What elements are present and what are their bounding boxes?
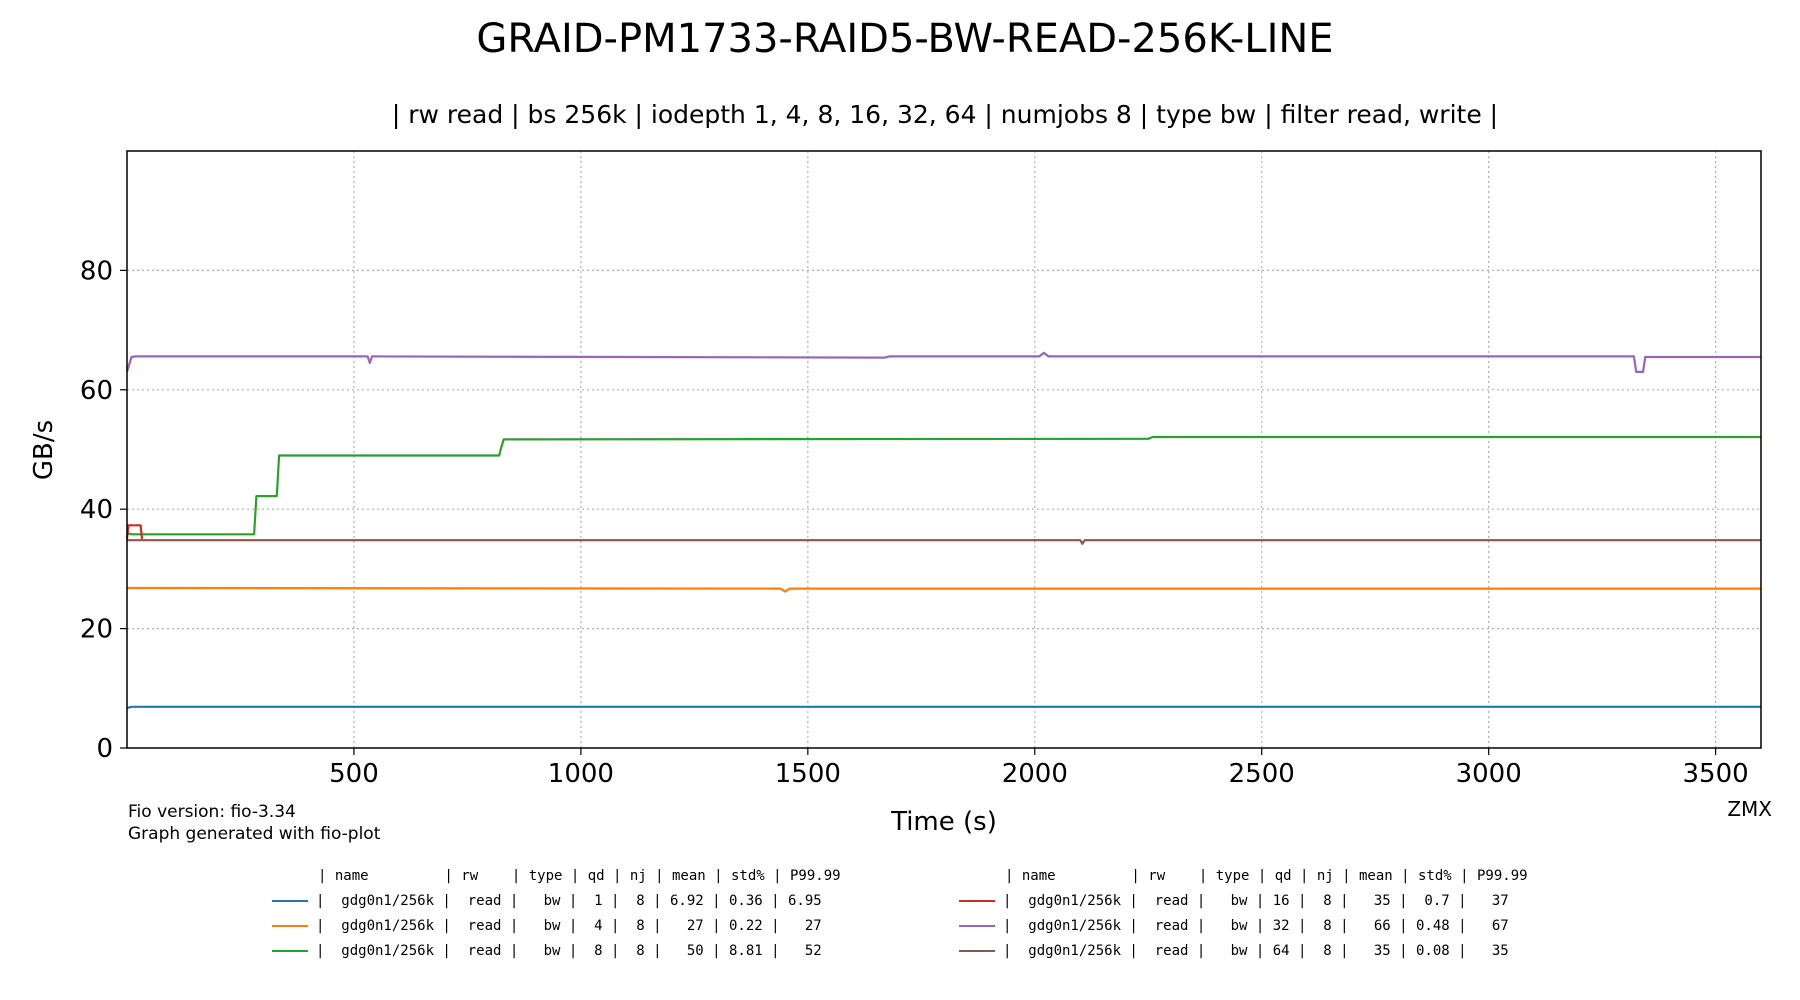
series-lines [125, 351, 1761, 710]
x-tick-label: 1000 [548, 759, 614, 789]
legend-swatch [272, 925, 308, 927]
series-line-5 [125, 351, 1761, 373]
axis-ticks: 500 1000 1500 2000 2500 3000 3500 0 20 40 60 80 [80, 256, 1749, 789]
legend-header-right: | name | rw | type | qd | nj | mean | st… [1005, 868, 1528, 884]
legend-row: | gdg0n1/256k | read | bw | 1 | 8 | 6.92… [272, 893, 822, 909]
x-tick-label: 2000 [1002, 759, 1068, 789]
legend-swatch [959, 925, 995, 927]
legend-header-left: | name | rw | type | qd | nj | mean | st… [318, 868, 841, 884]
fio-plot-note: Graph generated with fio-plot [128, 824, 381, 844]
legend-row-text: | gdg0n1/256k | read | bw | 32 | 8 | 66 … [1003, 918, 1509, 934]
x-tick-label: 3500 [1683, 759, 1749, 789]
x-tick-label: 500 [329, 759, 379, 789]
chart-subtitle: | rw read | bs 256k | iodepth 1, 4, 8, 1… [392, 100, 1498, 129]
legend-swatch [959, 900, 995, 902]
y-tick-label: 20 [80, 615, 113, 645]
legend-row: | gdg0n1/256k | read | bw | 8 | 8 | 50 |… [272, 943, 822, 959]
y-tick-label: 40 [80, 495, 113, 525]
y-tick-label: 0 [96, 734, 113, 764]
legend-row-text: | gdg0n1/256k | read | bw | 4 | 8 | 27 |… [316, 918, 822, 934]
legend-row: | gdg0n1/256k | read | bw | 64 | 8 | 35 … [959, 943, 1509, 959]
fio-version-note: Fio version: fio-3.34 [128, 802, 296, 822]
y-tick-label: 80 [80, 256, 113, 286]
legend-row: | gdg0n1/256k | read | bw | 16 | 8 | 35 … [959, 893, 1509, 909]
legend-swatch [959, 950, 995, 952]
y-axis-label: GB/s [29, 420, 59, 480]
x-tick-label: 2500 [1229, 759, 1295, 789]
legend-swatch [272, 900, 308, 902]
grid [127, 151, 1761, 748]
x-tick-label: 3000 [1456, 759, 1522, 789]
series-line-3 [126, 435, 1761, 536]
legend-row-text: | gdg0n1/256k | read | bw | 16 | 8 | 35 … [1003, 893, 1509, 909]
legend-row-text: | gdg0n1/256k | read | bw | 64 | 8 | 35 … [1003, 943, 1509, 959]
y-tick-label: 60 [80, 376, 113, 406]
chart-title: GRAID-PM1733-RAID5-BW-READ-256K-LINE [476, 16, 1333, 62]
corner-label: ZMX [1727, 797, 1772, 821]
plot-frame [126, 150, 1762, 749]
legend-row: | gdg0n1/256k | read | bw | 32 | 8 | 66 … [959, 918, 1509, 934]
legend-row: | gdg0n1/256k | read | bw | 4 | 8 | 27 |… [272, 918, 822, 934]
series-line-4 [125, 524, 144, 540]
x-tick-label: 1500 [775, 759, 841, 789]
x-axis-label: Time (s) [890, 807, 997, 837]
series-line-1 [126, 705, 1761, 710]
series-line-2 [126, 586, 1761, 593]
legend-swatch [272, 950, 308, 952]
series-line-6 [127, 539, 1761, 545]
legend-row-text: | gdg0n1/256k | read | bw | 1 | 8 | 6.92… [316, 893, 822, 909]
legend-row-text: | gdg0n1/256k | read | bw | 8 | 8 | 50 |… [316, 943, 822, 959]
